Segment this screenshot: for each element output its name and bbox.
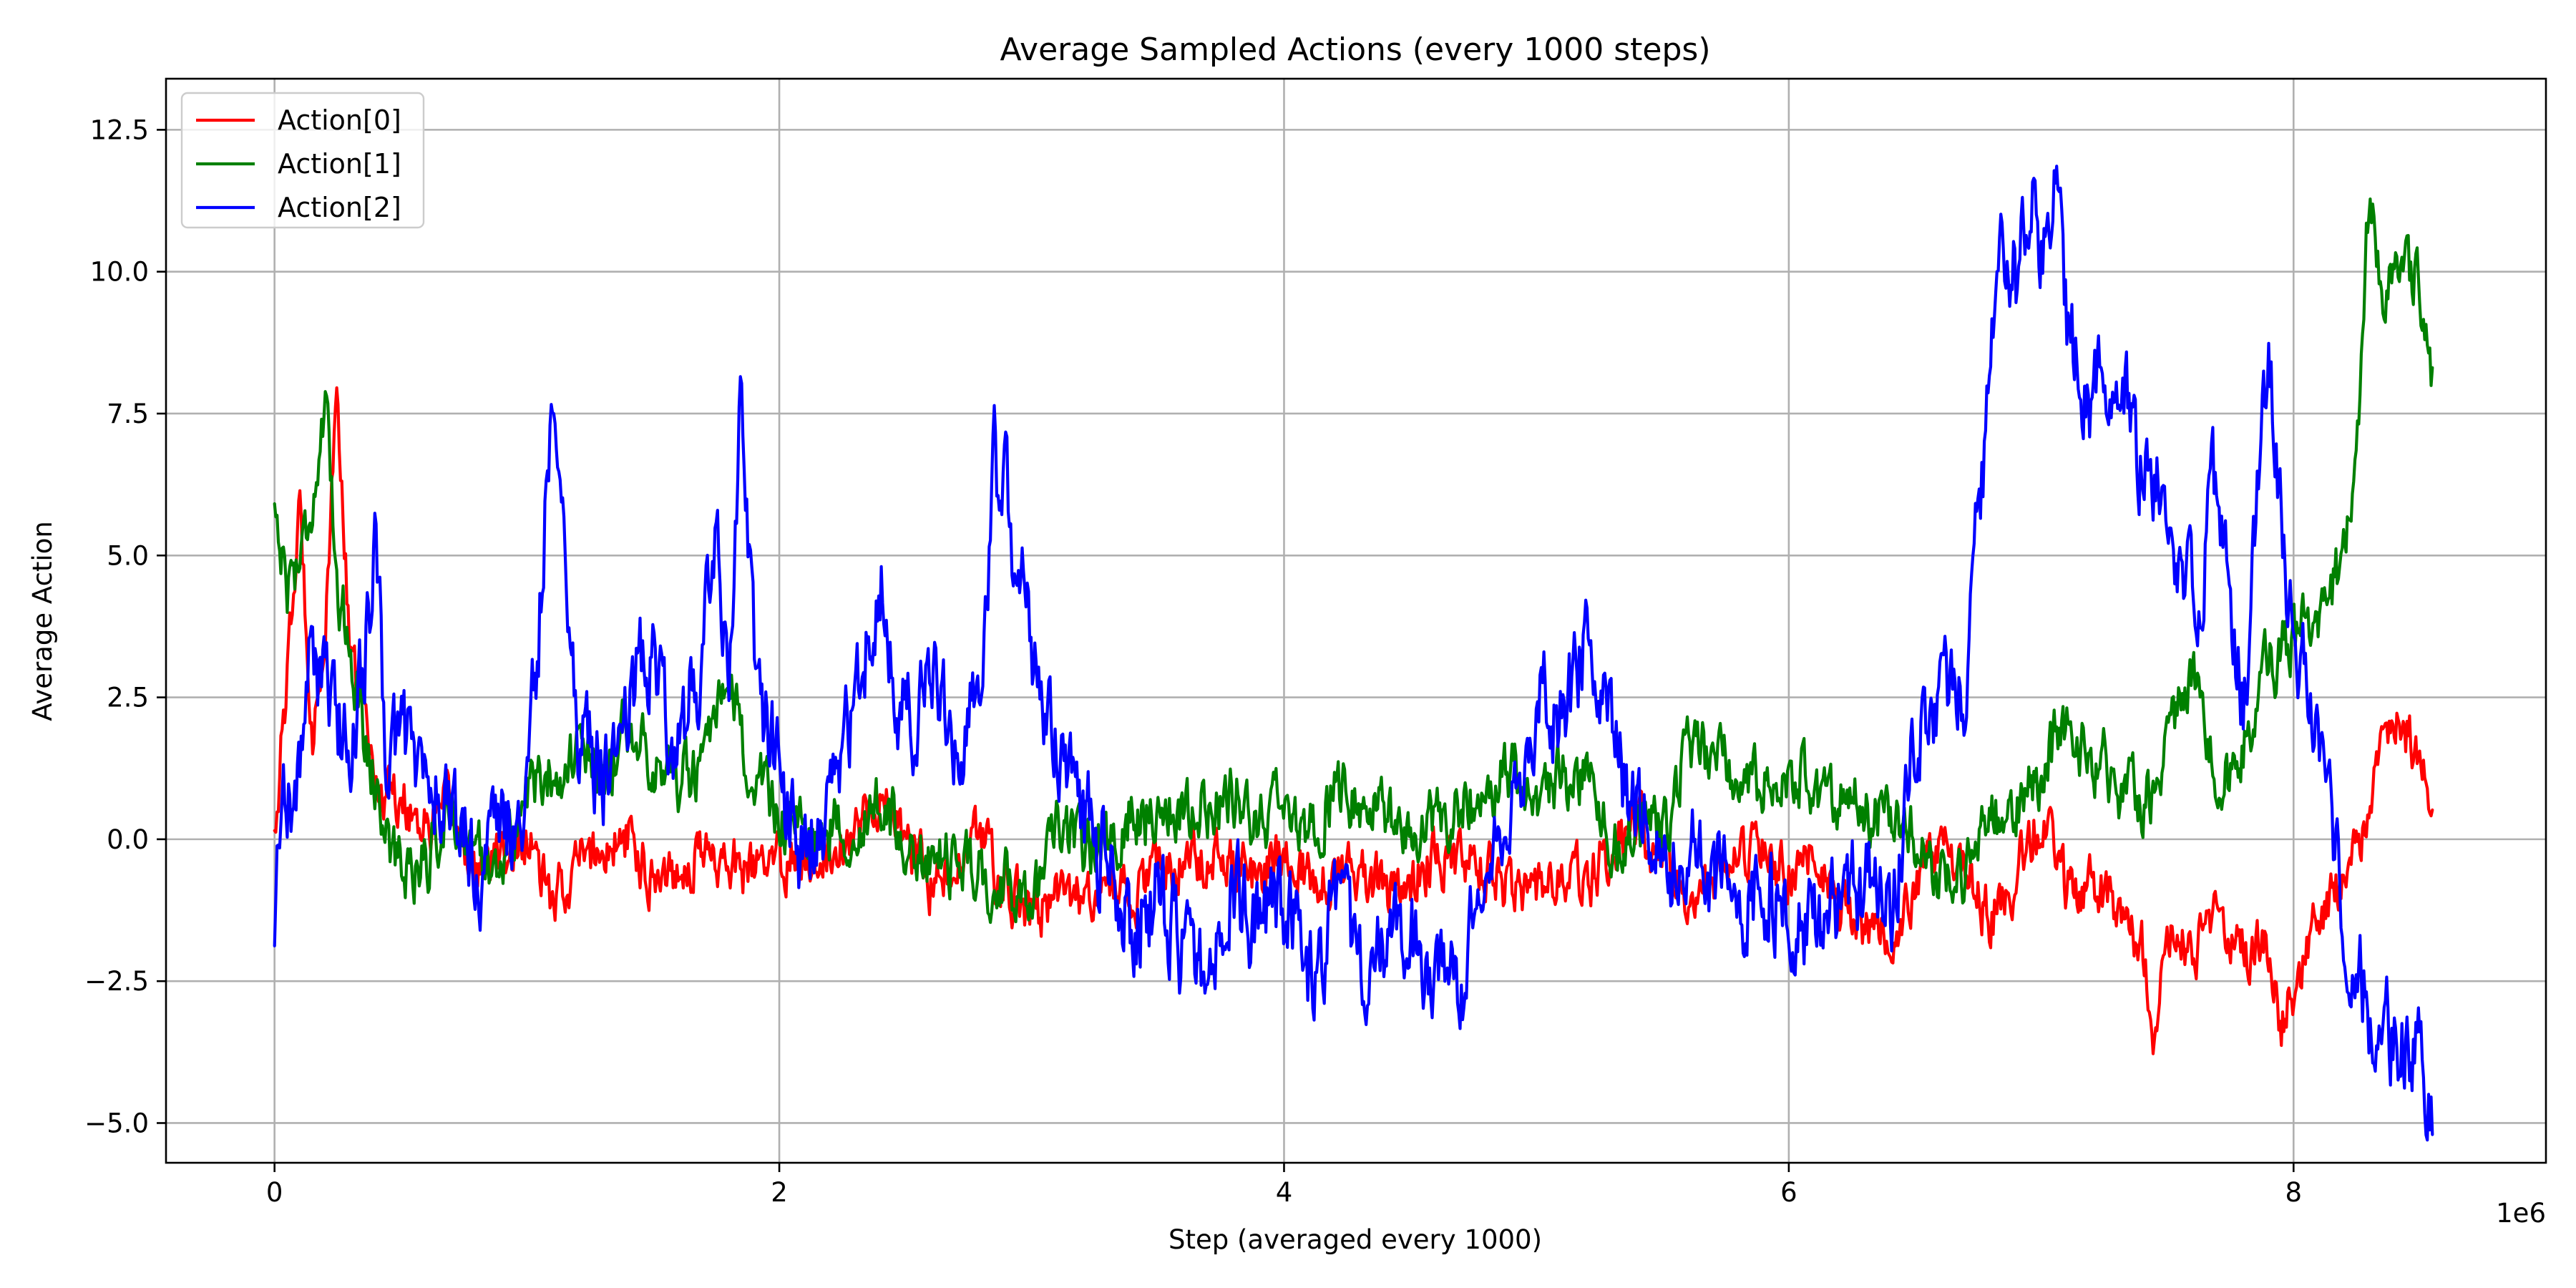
legend-label: Action[0]	[278, 104, 401, 136]
x-tick-label: 2	[771, 1177, 788, 1208]
y-tick-label: 7.5	[107, 399, 149, 429]
series-line-action-1	[273, 197, 2434, 924]
chart-title: Average Sampled Actions (every 1000 step…	[1000, 31, 1711, 68]
legend-label: Action[2]	[278, 192, 401, 223]
plot-frame	[165, 77, 2547, 1164]
y-tick-label: 0.0	[107, 824, 149, 855]
plot-area	[166, 79, 2546, 1163]
y-tick-label: 12.5	[90, 114, 149, 145]
series-line-action-0	[273, 386, 2434, 1055]
legend-label: Action[1]	[278, 148, 401, 180]
x-axis-offset-label: 1e6	[2496, 1198, 2546, 1229]
y-tick-label: −5.0	[84, 1108, 149, 1138]
axis-ticks: 0 2 4 6 8 −5.0 −2.5 0.0 2.5 5.0 7.5 10.0 12.5	[84, 114, 2302, 1208]
y-tick-label: 10.0	[90, 257, 149, 288]
x-axis-label: Step (averaged every 1000)	[1169, 1224, 1542, 1255]
y-axis-label: Average Action	[27, 521, 58, 721]
x-tick-label: 0	[266, 1177, 283, 1208]
x-tick-label: 8	[2285, 1177, 2303, 1208]
series-line-action-2	[273, 165, 2434, 1142]
legend: Action[0] Action[1] Action[2]	[180, 92, 425, 229]
series-group	[273, 165, 2434, 1142]
legend-box	[180, 92, 425, 229]
y-tick-label: 5.0	[107, 540, 149, 571]
grid	[166, 79, 2546, 1163]
x-tick-label: 4	[1276, 1177, 1293, 1208]
y-tick-label: −2.5	[84, 966, 149, 997]
y-tick-label: 2.5	[107, 683, 149, 713]
x-tick-label: 6	[1780, 1177, 1797, 1208]
